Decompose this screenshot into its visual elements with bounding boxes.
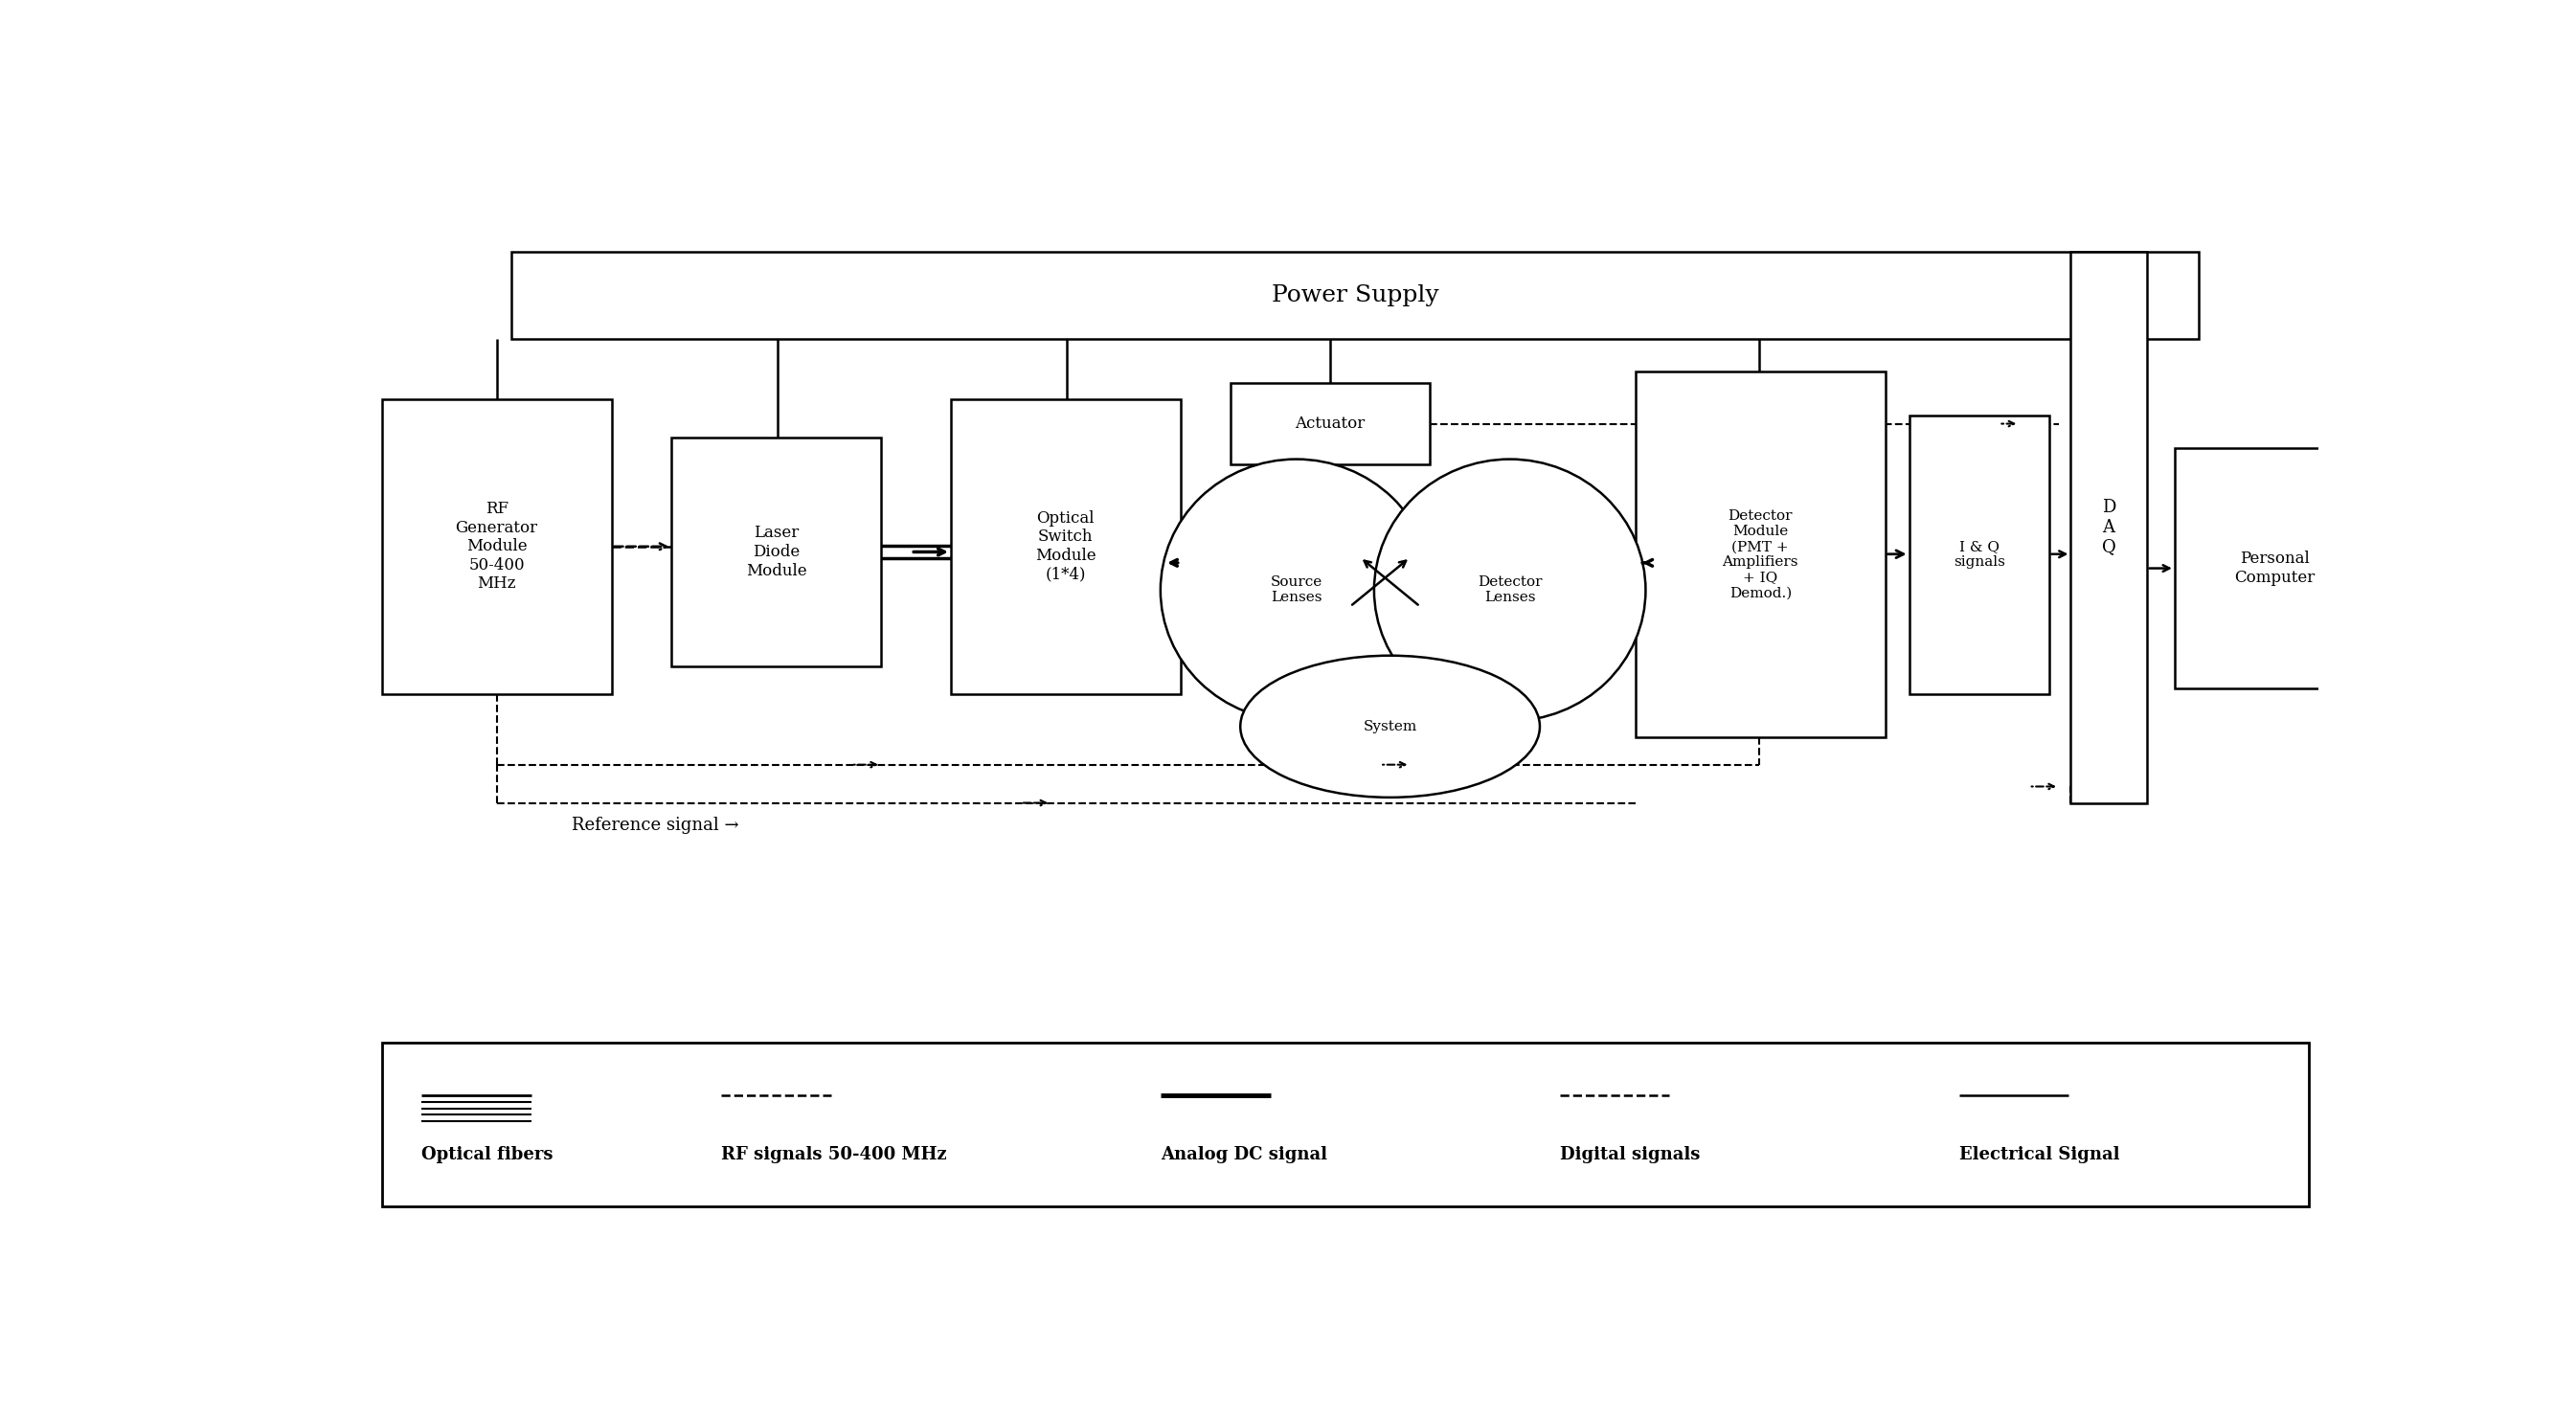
FancyBboxPatch shape — [1636, 371, 1886, 737]
Text: Detector
Lenses: Detector Lenses — [1479, 575, 1543, 605]
Text: RF
Generator
Module
50-400
MHz: RF Generator Module 50-400 MHz — [456, 500, 538, 592]
Text: Electrical Signal: Electrical Signal — [1958, 1145, 2120, 1163]
FancyBboxPatch shape — [513, 252, 2197, 339]
Text: Actuator: Actuator — [1296, 415, 1365, 432]
Text: Optical
Switch
Module
(1*4): Optical Switch Module (1*4) — [1036, 510, 1097, 582]
Ellipse shape — [1242, 656, 1540, 798]
Text: Laser
Diode
Module: Laser Diode Module — [744, 526, 806, 578]
Text: Personal
Computer: Personal Computer — [2233, 551, 2316, 585]
Text: D
A
Q: D A Q — [2102, 499, 2115, 555]
FancyBboxPatch shape — [2174, 448, 2375, 689]
FancyBboxPatch shape — [2071, 252, 2146, 803]
FancyBboxPatch shape — [1909, 415, 2048, 694]
Text: Detector
Module
(PMT +
Amplifiers
+ IQ
Demod.): Detector Module (PMT + Amplifiers + IQ D… — [1723, 509, 1798, 601]
Text: Analog DC signal: Analog DC signal — [1159, 1145, 1327, 1163]
Ellipse shape — [1373, 459, 1646, 721]
FancyBboxPatch shape — [381, 1043, 2308, 1206]
Text: Reference signal →: Reference signal → — [572, 816, 739, 835]
Text: Optical fibers: Optical fibers — [422, 1145, 554, 1163]
Text: Digital signals: Digital signals — [1561, 1145, 1700, 1163]
Text: RF signals 50-400 MHz: RF signals 50-400 MHz — [721, 1145, 948, 1163]
Text: I & Q
signals: I & Q signals — [1953, 540, 2004, 570]
FancyBboxPatch shape — [951, 400, 1180, 694]
Ellipse shape — [1159, 459, 1432, 721]
Text: Power Supply: Power Supply — [1273, 285, 1440, 306]
Text: System: System — [1363, 720, 1417, 733]
FancyBboxPatch shape — [381, 400, 611, 694]
FancyBboxPatch shape — [672, 438, 881, 666]
FancyBboxPatch shape — [1231, 383, 1430, 465]
Text: Source
Lenses: Source Lenses — [1270, 575, 1321, 605]
